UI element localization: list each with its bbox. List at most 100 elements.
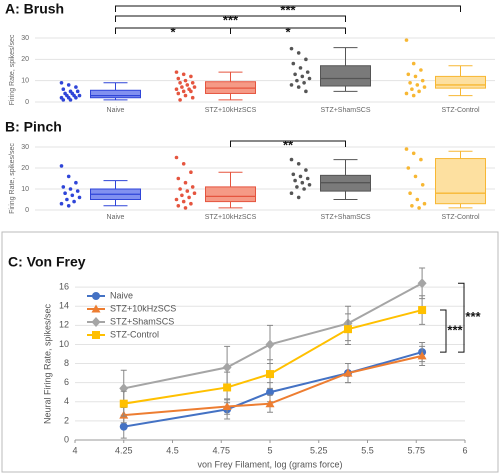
y-tick-label: 14 bbox=[59, 301, 69, 311]
data-point bbox=[181, 72, 186, 77]
marker bbox=[417, 351, 427, 360]
category-label: Naive bbox=[107, 107, 125, 114]
data-point bbox=[293, 72, 297, 77]
data-point bbox=[74, 95, 78, 100]
y-tick-label: 30 bbox=[21, 144, 29, 151]
data-point bbox=[404, 91, 409, 96]
significance-bracket bbox=[230, 27, 346, 34]
data-point bbox=[189, 74, 193, 79]
marker bbox=[119, 399, 128, 408]
box bbox=[320, 65, 371, 87]
data-point bbox=[295, 78, 299, 83]
category-label: STZ+10kHzSCS bbox=[205, 107, 257, 114]
data-point bbox=[302, 81, 306, 85]
significance-bracket bbox=[115, 5, 461, 12]
box bbox=[435, 75, 486, 89]
data-point bbox=[68, 187, 73, 191]
x-tick-label: 5.5 bbox=[361, 445, 374, 455]
data-point bbox=[63, 191, 67, 195]
data-point bbox=[408, 191, 412, 195]
data-point bbox=[181, 89, 186, 94]
data-point bbox=[181, 199, 186, 204]
x-tick-label: 6 bbox=[462, 445, 467, 455]
data-point bbox=[419, 157, 423, 162]
marker bbox=[223, 383, 232, 392]
category-label: STZ+ShamSCS bbox=[321, 107, 371, 114]
data-point bbox=[304, 89, 308, 94]
data-point bbox=[75, 189, 80, 193]
marker bbox=[265, 399, 275, 408]
category-label: STZ+ShamSCS bbox=[321, 214, 371, 221]
x-tick-label: 4.75 bbox=[212, 445, 230, 455]
y-tick-label: 8 bbox=[64, 358, 69, 368]
data-point bbox=[174, 155, 179, 160]
data-point bbox=[59, 81, 64, 85]
data-point bbox=[411, 93, 416, 98]
data-point bbox=[304, 57, 308, 62]
y-tick-label: 20 bbox=[21, 56, 29, 63]
y-tick-label: 30 bbox=[21, 35, 29, 42]
x-axis-label: von Frey Filament, log (grams force) bbox=[197, 459, 342, 469]
x-tick-label: 4.25 bbox=[115, 445, 133, 455]
legend-label: STZ-Control bbox=[110, 329, 159, 339]
data-point bbox=[176, 76, 181, 81]
significance-bracket bbox=[115, 15, 346, 22]
data-point bbox=[183, 78, 188, 83]
significance-label: *** bbox=[223, 12, 239, 27]
marker bbox=[92, 331, 100, 339]
x-tick-label: 5 bbox=[267, 445, 272, 455]
data-point bbox=[305, 70, 310, 74]
data-point bbox=[190, 95, 195, 100]
x-tick-label: 4 bbox=[72, 445, 77, 455]
data-point bbox=[189, 201, 193, 206]
data-point bbox=[413, 174, 418, 179]
data-point bbox=[174, 87, 179, 91]
marker bbox=[222, 362, 232, 373]
category-label: STZ-Control bbox=[441, 214, 480, 221]
y-tick-label: 4 bbox=[64, 396, 69, 406]
data-point bbox=[289, 157, 294, 162]
significance-label: *** bbox=[280, 2, 296, 17]
data-point bbox=[406, 72, 411, 77]
data-point bbox=[298, 174, 303, 179]
data-point bbox=[419, 68, 423, 72]
x-tick-label: 5.25 bbox=[310, 445, 328, 455]
data-point bbox=[61, 185, 66, 189]
data-point bbox=[415, 197, 420, 202]
data-point bbox=[74, 85, 78, 89]
panel-title: C: Von Frey bbox=[8, 254, 86, 270]
marker bbox=[119, 422, 128, 431]
data-point bbox=[404, 38, 409, 42]
data-point bbox=[66, 204, 71, 208]
y-tick-label: 0 bbox=[25, 207, 29, 214]
data-point bbox=[411, 61, 416, 66]
significance-bracket bbox=[458, 282, 465, 353]
marker bbox=[92, 292, 100, 300]
data-point bbox=[415, 83, 420, 87]
y-tick-label: 0 bbox=[25, 99, 29, 106]
data-point bbox=[61, 87, 66, 91]
significance-bracket bbox=[440, 309, 447, 353]
data-point bbox=[185, 83, 190, 87]
y-tick-label: 10 bbox=[59, 339, 69, 349]
data-point bbox=[406, 166, 411, 170]
data-point bbox=[185, 189, 190, 193]
significance-label: *** bbox=[465, 309, 481, 324]
data-point bbox=[408, 81, 412, 85]
y-tick-label: 10 bbox=[21, 78, 29, 85]
data-point bbox=[176, 204, 181, 208]
y-axis-label: Firing Rate, spikes/sec bbox=[9, 143, 16, 214]
y-axis-label: Neural Firing Rate, spikes/sec bbox=[42, 303, 52, 424]
data-point bbox=[176, 176, 181, 181]
data-point bbox=[420, 183, 425, 187]
significance-label: * bbox=[285, 24, 291, 39]
data-point bbox=[300, 180, 305, 185]
data-point bbox=[174, 70, 179, 74]
x-tick-label: 5.75 bbox=[407, 445, 425, 455]
marker bbox=[344, 325, 352, 334]
data-point bbox=[289, 46, 294, 51]
data-point bbox=[289, 83, 294, 87]
marker bbox=[417, 278, 427, 289]
y-tick-label: 16 bbox=[59, 281, 69, 291]
